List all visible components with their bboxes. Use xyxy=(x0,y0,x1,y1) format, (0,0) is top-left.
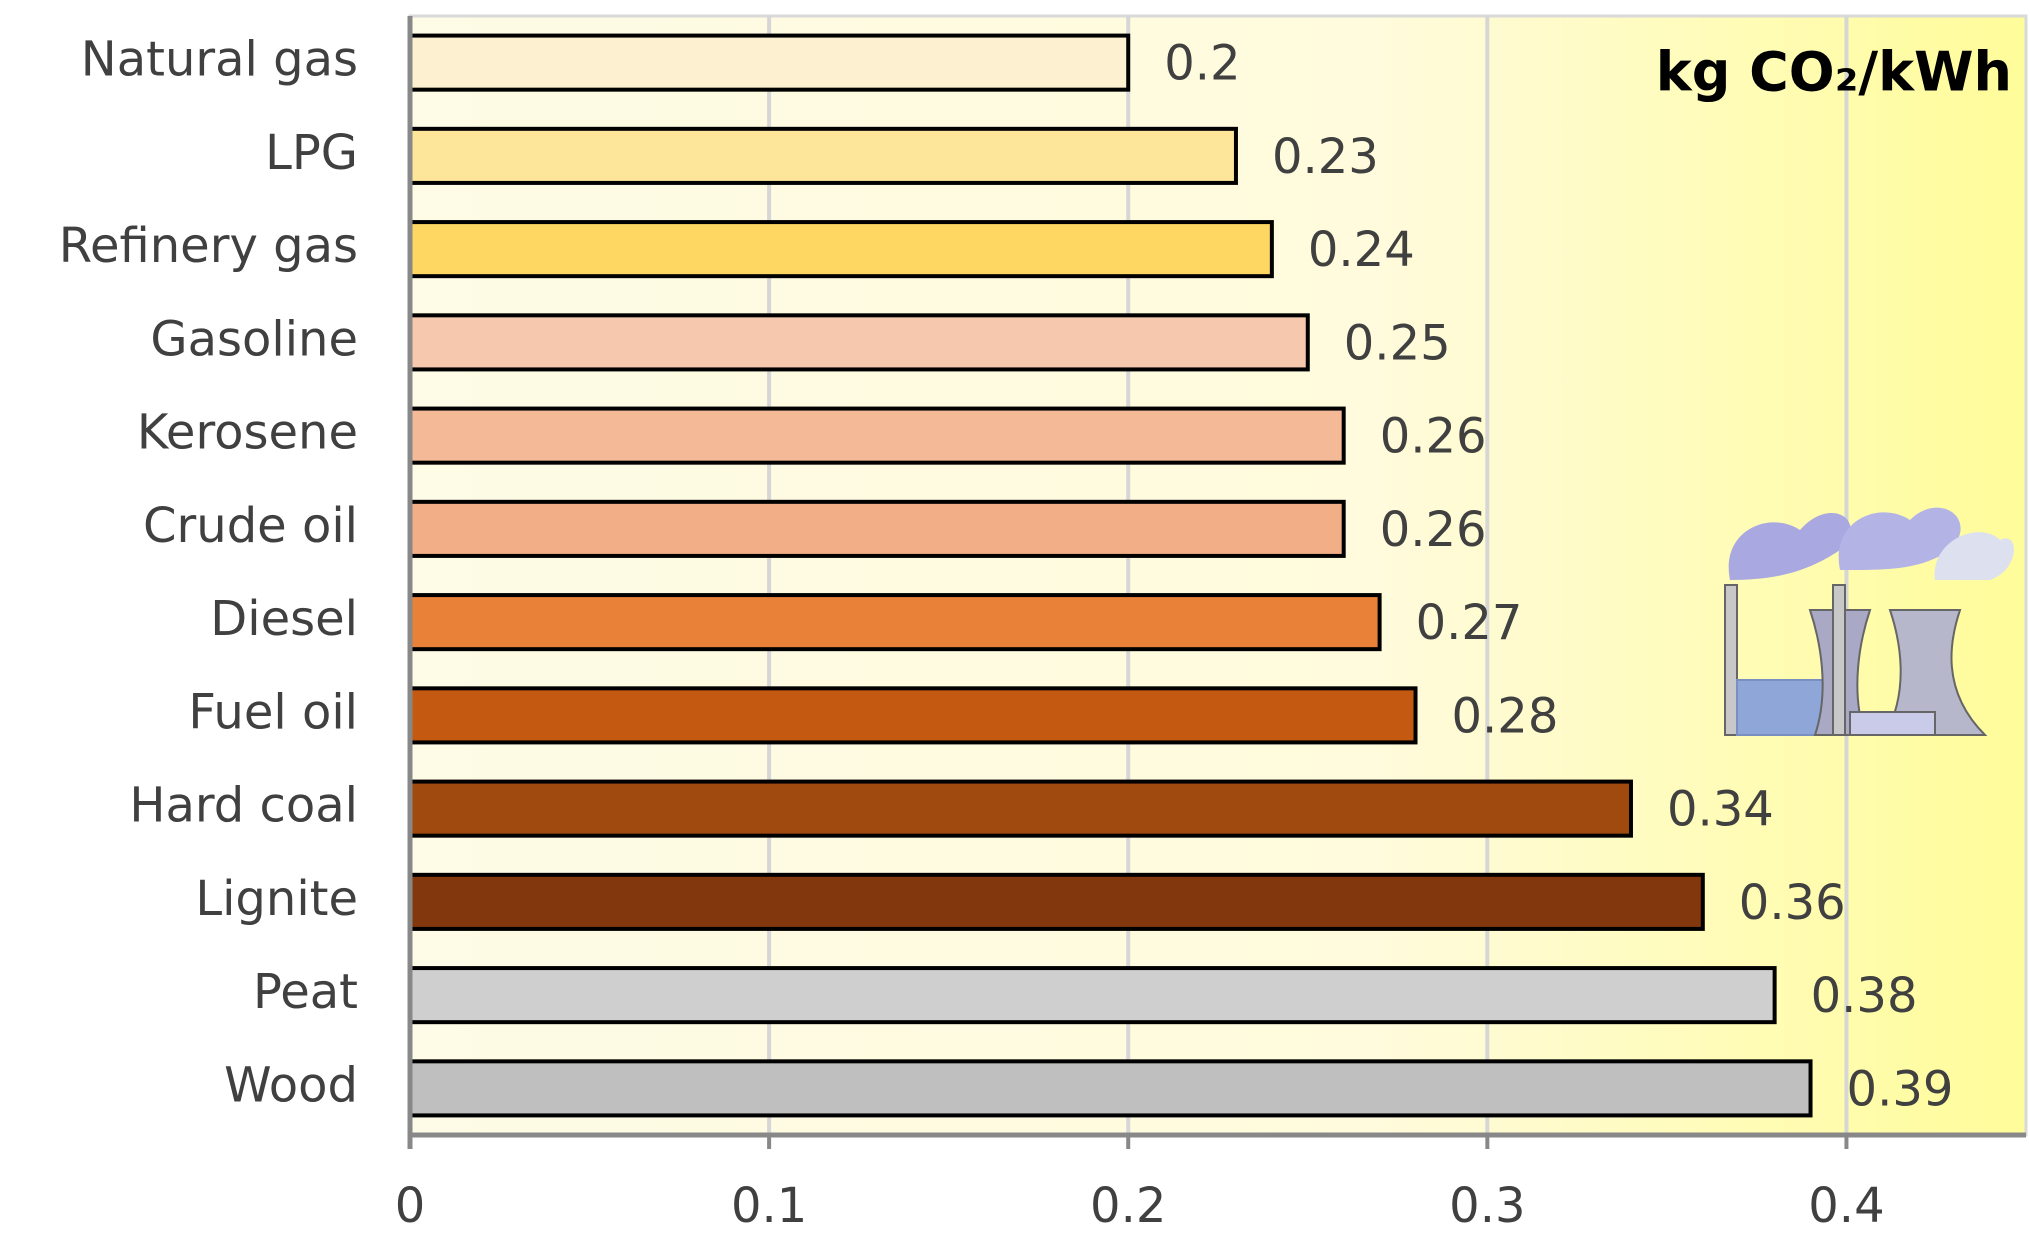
bar xyxy=(410,595,1380,649)
x-tick-label: 0.3 xyxy=(1449,1178,1525,1234)
value-label: 0.34 xyxy=(1667,782,1774,838)
y-tick-label: Hard coal xyxy=(129,778,358,834)
y-tick-label: Natural gas xyxy=(81,32,358,88)
x-tick-label: 0.4 xyxy=(1808,1178,1884,1234)
value-label: 0.28 xyxy=(1452,688,1559,744)
bar xyxy=(410,36,1128,90)
value-label: 0.39 xyxy=(1847,1061,1954,1117)
bar xyxy=(410,129,1236,183)
bar xyxy=(410,782,1631,836)
y-tick-label: Diesel xyxy=(210,591,358,647)
value-label: 0.38 xyxy=(1811,968,1918,1024)
value-label: 0.26 xyxy=(1380,409,1487,465)
chart: 0.2 0.23 0.24 0.25 0.26 0.26 0.27 0.28 0.34 0.36 0… xyxy=(0,0,2030,1240)
bar xyxy=(410,968,1775,1022)
y-tick-label: Refinery gas xyxy=(59,218,358,274)
value-label: 0.25 xyxy=(1344,315,1451,371)
value-label: 0.36 xyxy=(1739,875,1846,931)
bar xyxy=(410,875,1703,929)
bar xyxy=(410,409,1344,463)
bar xyxy=(410,315,1308,369)
value-label: 0.27 xyxy=(1416,595,1523,651)
bar xyxy=(410,502,1344,556)
bar xyxy=(410,222,1272,276)
value-label: 0.26 xyxy=(1380,502,1487,558)
value-label: 0.24 xyxy=(1308,222,1415,278)
y-tick-label: Lignite xyxy=(195,871,358,927)
y-tick-label: Crude oil xyxy=(143,498,358,554)
y-tick-label: Fuel oil xyxy=(188,684,358,740)
bar xyxy=(410,1061,1811,1115)
x-tick-label: 0 xyxy=(395,1178,426,1234)
y-tick-label: LPG xyxy=(265,125,358,181)
chart-title: kg CO₂/kWh xyxy=(1656,41,2012,104)
y-tick-label: Gasoline xyxy=(150,311,358,367)
value-label: 0.23 xyxy=(1272,129,1379,185)
value-label: 0.2 xyxy=(1164,36,1240,92)
x-tick-label: 0.2 xyxy=(1090,1178,1166,1234)
y-tick-label: Wood xyxy=(224,1057,358,1113)
y-tick-label: Kerosene xyxy=(137,405,358,461)
x-tick-label: 0.1 xyxy=(731,1178,807,1234)
bar xyxy=(410,688,1416,742)
y-tick-label: Peat xyxy=(253,964,358,1020)
